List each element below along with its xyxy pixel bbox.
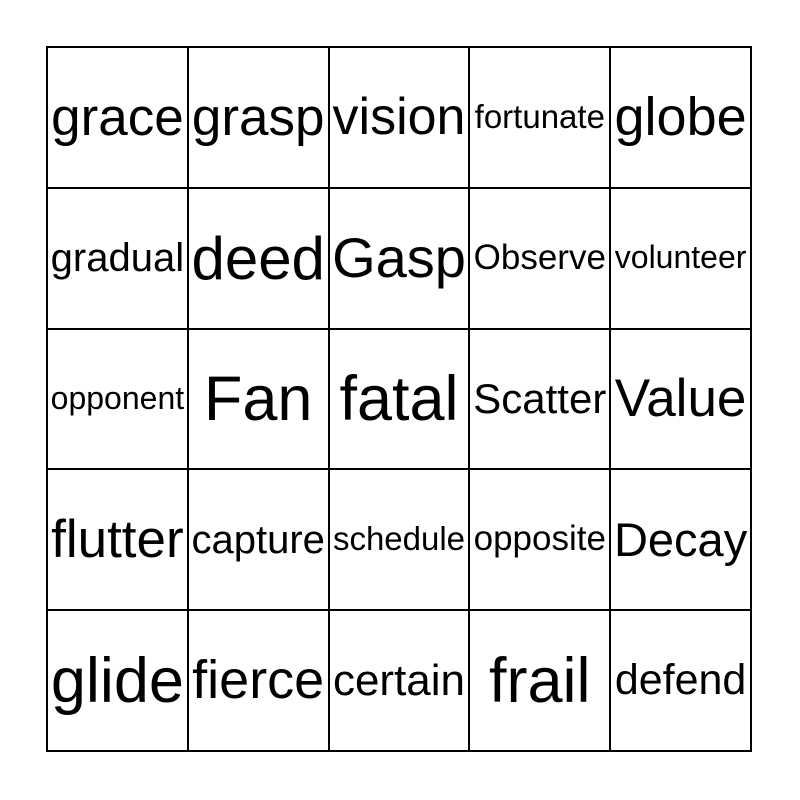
bingo-cell-label: opponent xyxy=(50,380,185,417)
bingo-row: opponent Fan fatal Scatter Value xyxy=(46,327,752,471)
bingo-cell-label: volunteer xyxy=(614,239,747,276)
bingo-cell-label: gradual xyxy=(50,236,185,281)
bingo-cell[interactable]: volunteer xyxy=(609,186,752,330)
bingo-card-body: grace grasp vision fortunate globe gradu… xyxy=(46,46,752,752)
bingo-cell-label: globe xyxy=(614,87,747,148)
bingo-cell-label: frail xyxy=(489,645,591,716)
bingo-row: gradual deed Gasp Observe volunteer xyxy=(46,186,752,330)
bingo-row: flutter capture schedule opposite Decay xyxy=(46,468,752,612)
bingo-cell-label: Observe xyxy=(473,237,606,277)
bingo-cell[interactable]: grace xyxy=(46,46,189,189)
bingo-cell-label: fierce xyxy=(192,650,325,711)
bingo-cell[interactable]: Value xyxy=(609,327,752,471)
bingo-cell[interactable]: deed xyxy=(186,186,330,330)
bingo-card: grace grasp vision fortunate globe gradu… xyxy=(46,46,752,752)
bingo-cell-label: vision xyxy=(332,88,466,147)
bingo-cell-label: Decay xyxy=(613,513,748,567)
bingo-cell-label: fortunate xyxy=(474,98,605,136)
bingo-cell[interactable]: globe xyxy=(609,46,752,189)
bingo-cell[interactable]: grasp xyxy=(186,46,330,189)
bingo-cell-label: schedule xyxy=(332,520,466,558)
bingo-cell[interactable]: fierce xyxy=(186,609,330,752)
bingo-cell[interactable]: gradual xyxy=(46,186,189,330)
bingo-cell-label: Fan xyxy=(203,363,313,434)
bingo-cell[interactable]: Scatter xyxy=(468,327,612,471)
bingo-cell-label: capture xyxy=(191,517,325,562)
bingo-cell-label: grace xyxy=(51,87,184,147)
bingo-cell-label: Value xyxy=(614,369,747,429)
bingo-cell-label: defend xyxy=(614,656,747,705)
bingo-row: glide fierce certain frail defend xyxy=(46,609,752,752)
bingo-cell[interactable]: Fan xyxy=(186,327,330,471)
bingo-cell[interactable]: fatal xyxy=(327,327,471,471)
bingo-cell-label: glide xyxy=(50,645,184,716)
bingo-row: grace grasp vision fortunate globe xyxy=(46,46,752,189)
bingo-cell[interactable]: fortunate xyxy=(468,46,612,189)
bingo-cell-label: grasp xyxy=(191,87,325,147)
bingo-cell[interactable]: Observe xyxy=(468,186,612,330)
bingo-cell[interactable]: opponent xyxy=(46,327,189,471)
bingo-cell-label: Scatter xyxy=(473,374,607,422)
bingo-cell[interactable]: vision xyxy=(327,46,471,189)
bingo-cell[interactable]: Gasp xyxy=(327,186,471,330)
bingo-cell-label: certain xyxy=(332,655,466,705)
bingo-cell[interactable]: certain xyxy=(327,609,471,752)
bingo-cell[interactable]: glide xyxy=(46,609,189,752)
bingo-cell[interactable]: Decay xyxy=(609,468,752,612)
bingo-cell-label: opposite xyxy=(473,519,606,559)
bingo-cell-label: flutter xyxy=(51,509,184,569)
bingo-cell[interactable]: schedule xyxy=(327,468,471,612)
bingo-cell[interactable]: opposite xyxy=(468,468,612,612)
bingo-cell[interactable]: capture xyxy=(186,468,330,612)
bingo-cell-label: fatal xyxy=(339,363,459,434)
bingo-cell[interactable]: frail xyxy=(468,609,612,752)
bingo-cell-label: deed xyxy=(191,224,325,292)
bingo-cell-label: Gasp xyxy=(332,225,466,289)
bingo-cell[interactable]: defend xyxy=(609,609,752,752)
bingo-cell[interactable]: flutter xyxy=(46,468,189,612)
